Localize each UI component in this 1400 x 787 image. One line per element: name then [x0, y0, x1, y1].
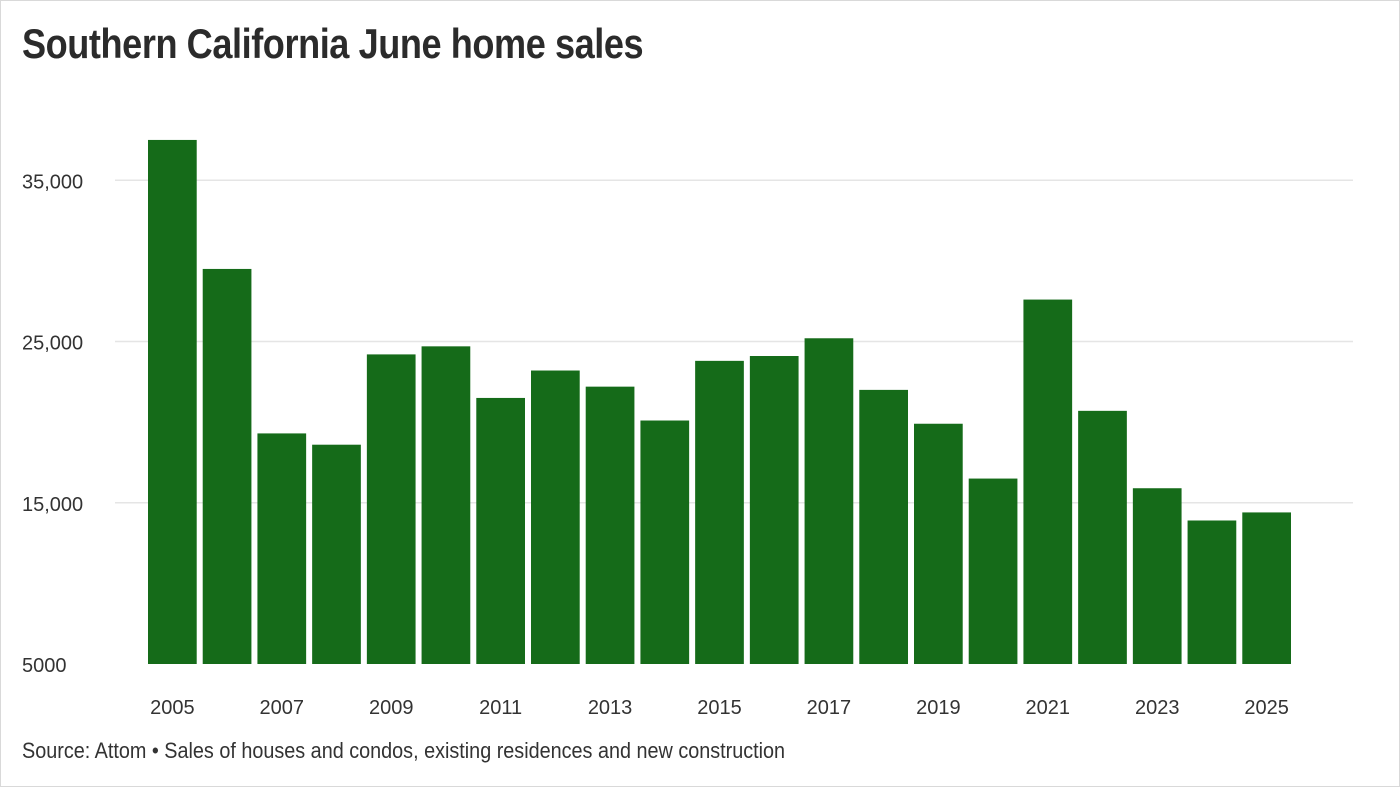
x-tick-label: 2025	[1244, 697, 1289, 719]
bar-2021	[1023, 299, 1073, 664]
bar-2010	[421, 346, 471, 664]
bar-2008	[312, 444, 361, 664]
bar-2014	[640, 420, 690, 664]
x-tick-label: 2011	[479, 697, 522, 719]
x-axis-ticks: 2005 2007 2009 2011 2013 2015 2017 2019 2021 2023…	[150, 697, 1289, 719]
y-tick-label: 25,000	[22, 333, 83, 355]
bar-2024	[1187, 520, 1237, 664]
bar-2018	[859, 389, 908, 665]
bar-2025	[1242, 512, 1291, 664]
bar-2020	[968, 478, 1018, 664]
bar-2017	[804, 338, 854, 664]
bar-2009	[366, 354, 416, 664]
x-tick-label: 2017	[807, 697, 852, 719]
y-tick-label: 5000	[22, 655, 67, 677]
bar-2012	[531, 370, 580, 664]
x-tick-label: 2007	[260, 697, 305, 719]
bar-2005	[148, 139, 197, 664]
bar-2013	[585, 386, 635, 664]
bars	[148, 139, 1291, 665]
x-tick-label: 2019	[916, 697, 961, 719]
bar-2015	[695, 360, 744, 664]
y-tick-label: 15,000	[22, 494, 83, 516]
y-tick-label: 35,000	[22, 171, 83, 193]
x-tick-label: 2021	[1026, 697, 1071, 719]
bar-2016	[749, 356, 799, 664]
x-tick-label: 2009	[369, 697, 414, 719]
bar-2019	[914, 423, 963, 664]
bar-2023	[1132, 488, 1182, 664]
x-tick-label: 2023	[1135, 697, 1180, 719]
bar-2006	[202, 268, 252, 664]
x-tick-label: 2005	[150, 697, 195, 719]
source-note: Source: Attom • Sales of houses and cond…	[22, 738, 786, 763]
x-tick-label: 2015	[697, 697, 742, 719]
x-tick-label: 2013	[588, 697, 633, 719]
bar-2007	[257, 433, 307, 664]
y-axis-ticks: 5000 15,000 25,000 35,000	[22, 171, 83, 677]
bar-2011	[476, 397, 525, 664]
chart-title: Southern California June home sales	[22, 20, 644, 67]
bar-2022	[1078, 410, 1127, 664]
